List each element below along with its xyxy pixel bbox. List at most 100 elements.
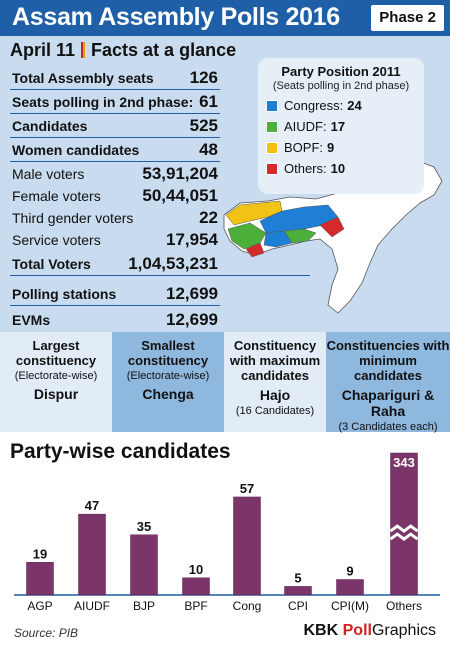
cons-heading: Constituencies with minimum candidates <box>326 338 450 383</box>
cons-heading: Largest constituency <box>15 338 97 368</box>
smallest-constituency-box: Smallest constituency (Electorate-wise) … <box>112 332 224 432</box>
poll-date: April 11 <box>10 40 76 60</box>
category-tick-label: BJP <box>133 599 155 613</box>
fact-value: 48 <box>199 140 218 159</box>
fact-value: 12,699 <box>166 284 218 303</box>
party-item-others: Others: 10 <box>266 161 416 176</box>
fact-label: Total Assembly seats <box>12 70 154 86</box>
fact-label: Third gender voters <box>12 210 134 226</box>
fact-label: Women candidates <box>12 142 140 158</box>
phase-badge: Phase 2 <box>371 5 444 31</box>
largest-constituency-box: Largest constituency (Electorate-wise) D… <box>0 332 112 432</box>
brand-graphics: Graphics <box>371 622 436 639</box>
category-tick-label: BPF <box>184 599 207 613</box>
party-label: Others: <box>284 161 327 176</box>
fact-row: Female voters 50,44,051 <box>10 184 220 208</box>
source-note: Source: PIB <box>14 626 79 640</box>
party-label: BOPF: <box>284 140 324 155</box>
party-label: AIUDF: <box>284 119 327 134</box>
category-tick-label: AIUDF <box>74 599 110 613</box>
fact-value: 53,91,204 <box>142 164 218 183</box>
bar-aiudf <box>78 513 106 596</box>
assam-map <box>223 160 443 314</box>
swatch-icon <box>266 162 278 175</box>
bar-cpim <box>336 579 364 596</box>
bar-value-label: 343 <box>393 455 415 470</box>
facts-heading: April 11 Facts at a glance <box>10 40 236 61</box>
fact-label: Total Voters <box>12 256 91 272</box>
cons-sub: (Electorate-wise) <box>14 370 98 382</box>
constituency-row: Largest constituency (Electorate-wise) D… <box>0 332 450 433</box>
fact-row: Total Assembly seats 126 <box>10 66 220 90</box>
bar-cong <box>233 496 261 596</box>
party-position-title: Party Position 2011 <box>281 64 401 79</box>
fact-label: Service voters <box>12 232 101 248</box>
bar-value-label: 5 <box>294 570 301 585</box>
cons-sub: (3 Candidates each) <box>338 421 438 433</box>
party-candidates-chart: 19 AGP 47 AIUDF 35 BJP 10 BPF 57 Cong 5 CPI 9 CPI(M) 3… <box>14 452 440 613</box>
header: Assam Assembly Polls 2016 Phase 2 <box>0 0 450 36</box>
bar-bjp <box>130 534 158 596</box>
fact-value: 12,699 <box>166 310 218 329</box>
page-title: Assam Assembly Polls 2016 <box>12 3 340 31</box>
bar-value-label: 9 <box>346 564 353 579</box>
cons-name: Chapariguri & Raha <box>341 387 435 419</box>
chart-title: Party-wise candidates <box>10 440 231 463</box>
min-candidates-box: Constituencies with minimum candidates C… <box>326 332 450 433</box>
cons-sub: (Electorate-wise) <box>126 370 210 382</box>
fact-row: Seats polling in 2nd phase: 61 <box>10 90 220 114</box>
bar-value-label: 19 <box>33 546 47 561</box>
max-candidates-box: Constituency with maximum candidates Haj… <box>224 332 326 432</box>
category-tick-label: AGP <box>27 599 52 613</box>
axis-break-icon <box>389 532 419 541</box>
brand-kbk: KBK <box>303 622 339 639</box>
category-tick-label: CPI(M) <box>331 599 369 613</box>
fact-label: Candidates <box>12 118 88 134</box>
party-item-aiudf: AIUDF: 17 <box>266 119 416 134</box>
fact-value: 1,04,53,231 <box>128 254 218 273</box>
axis-break-icon <box>389 524 419 533</box>
fact-row: Total Voters 1,04,53,231 <box>10 252 310 276</box>
bar-others <box>390 452 418 596</box>
bar-value-label: 47 <box>85 498 99 513</box>
cons-sub: (16 Candidates) <box>235 405 315 417</box>
fact-value: 126 <box>189 68 218 87</box>
fact-row: Candidates 525 <box>10 114 220 138</box>
fact-label: Seats polling in 2nd phase: <box>12 94 194 110</box>
fact-label: Polling stations <box>12 286 117 302</box>
fact-row: Third gender voters 22 <box>10 206 220 230</box>
cons-heading: Smallest constituency <box>127 338 209 368</box>
fact-value: 525 <box>189 116 218 135</box>
party-item-bopf: BOPF: 9 <box>266 140 416 155</box>
bar-value-label: 35 <box>137 519 151 534</box>
swatch-icon <box>266 141 278 154</box>
map-region-others <box>319 216 345 238</box>
fact-row: Polling stations 12,699 <box>10 282 220 306</box>
party-item-congress: Congress: 24 <box>266 98 416 113</box>
brand-poll: Poll <box>342 622 372 639</box>
fact-row: EVMs 12,699 <box>10 308 220 332</box>
party-value: 10 <box>330 161 346 176</box>
date-marker-icon <box>81 42 86 58</box>
party-position-subtitle: (Seats polling in 2nd phase) <box>272 80 410 92</box>
fact-label: Female voters <box>12 188 101 204</box>
category-tick-label: Others <box>386 599 422 613</box>
cons-name: Dispur <box>33 386 79 402</box>
fact-value: 61 <box>199 92 218 111</box>
fact-row: Women candidates 48 <box>10 138 220 162</box>
brand-logo: KBK PollGraphics <box>304 622 437 640</box>
fact-label: EVMs <box>12 312 51 328</box>
fact-label: Male voters <box>12 166 85 182</box>
bar-cpi <box>284 586 312 596</box>
party-value: 9 <box>327 140 335 155</box>
cons-heading: Constituency with maximum candidates <box>229 338 321 383</box>
cons-name: Chenga <box>142 386 194 402</box>
bar-value-label: 57 <box>240 481 254 496</box>
party-value: 17 <box>330 119 346 134</box>
fact-row: Male voters 53,91,204 <box>10 162 220 186</box>
bar-value-label: 10 <box>189 562 203 577</box>
cons-name: Hajo <box>259 387 291 403</box>
facts-title: Facts at a glance <box>91 40 237 60</box>
swatch-icon <box>266 120 278 133</box>
